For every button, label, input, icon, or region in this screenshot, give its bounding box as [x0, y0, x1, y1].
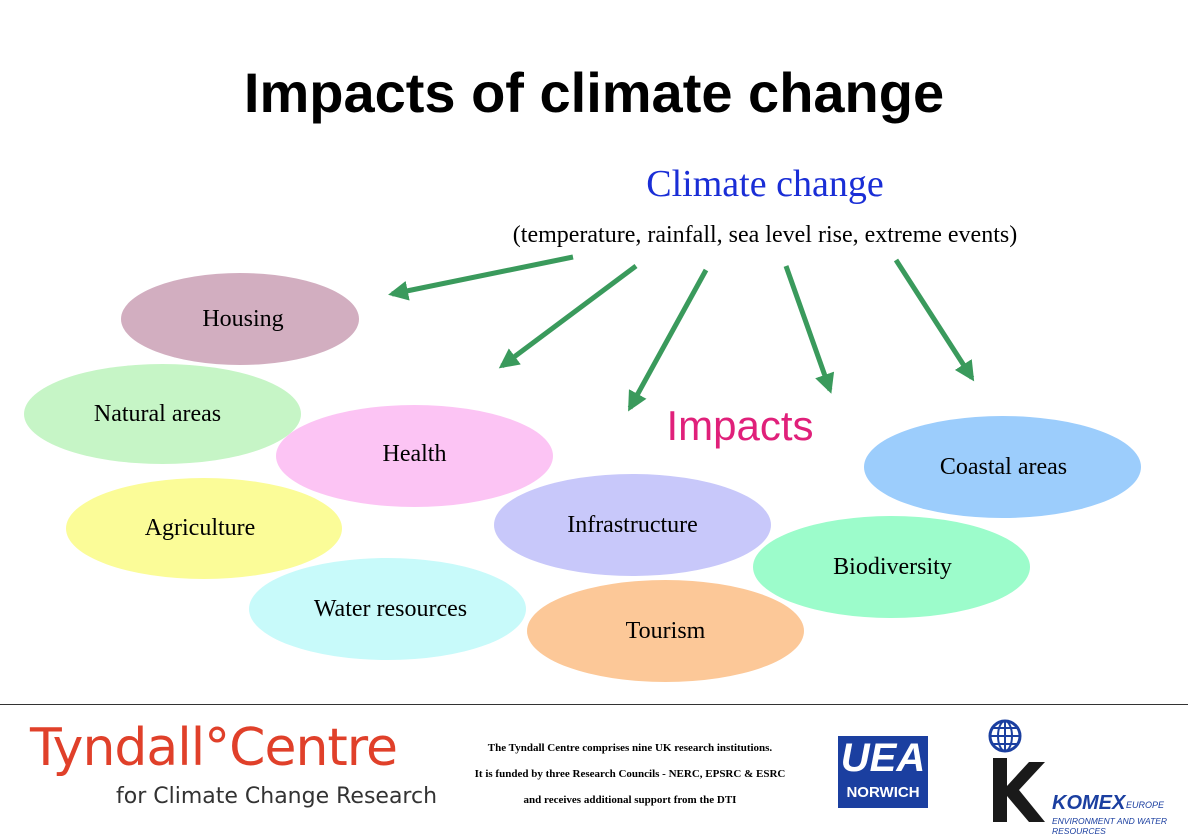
tyndall-centre-logo-subtitle: for Climate Change Research	[116, 784, 438, 809]
komex-logo-tagline: ENVIRONMENT AND WATER RESOURCES	[1052, 816, 1168, 836]
arrow-to-biodiversity	[783, 265, 835, 394]
arrow-to-health	[498, 263, 638, 369]
impacts-label: Impacts	[666, 402, 814, 449]
globe-icon	[988, 719, 1022, 753]
impact-label: Housing	[202, 305, 284, 332]
uea-logo-norwich: NORWICH	[846, 784, 920, 801]
impact-health: Health	[276, 405, 553, 507]
impact-infrastructure: Infrastructure	[494, 474, 771, 576]
komex-logo-mark	[988, 719, 1045, 822]
impact-natural-areas: Natural areas	[24, 364, 301, 464]
impact-housing: Housing	[121, 273, 359, 365]
footer-note-line-1: The Tyndall Centre comprises nine UK res…	[487, 742, 773, 754]
komex-logo-name: KOMEX	[1052, 792, 1126, 814]
komex-logo-region: EUROPE	[1126, 800, 1165, 810]
impact-label: Health	[382, 440, 447, 467]
arrow-to-coastal-areas	[893, 258, 975, 382]
footer-note-line-2: It is funded by three Research Councils …	[474, 768, 786, 780]
impact-label: Water resources	[313, 595, 468, 622]
uea-logo	[838, 736, 928, 808]
tyndall-centre-logo: Tyndall°Centre	[30, 718, 398, 778]
uea-logo-text: UEA	[840, 736, 926, 780]
slide-title: Impacts of climate change	[243, 61, 945, 124]
impact-label: Coastal areas	[939, 453, 1068, 480]
impact-label: Biodiversity	[833, 553, 952, 580]
arrows-layer	[388, 254, 975, 412]
arrow-to-impacts	[627, 268, 709, 412]
impact-coastal-areas: Coastal areas	[864, 416, 1141, 518]
climate-change-heading: Climate change	[646, 163, 884, 205]
arrow-to-housing	[388, 254, 574, 301]
impact-tourism: Tourism	[527, 580, 804, 682]
impact-water-resources: Water resources	[249, 558, 526, 660]
footer-divider	[0, 704, 1188, 705]
impact-label: Agriculture	[144, 515, 256, 541]
impact-label: Natural areas	[93, 400, 222, 427]
impact-biodiversity: Biodiversity	[753, 516, 1030, 618]
footer-note-line-3: and receives additional support from the…	[523, 794, 737, 806]
climate-change-factors: (temperature, rainfall, sea level rise, …	[512, 222, 1018, 248]
impact-label: Tourism	[625, 617, 706, 644]
impact-agriculture: Agriculture	[66, 478, 342, 579]
komex-k-shape	[993, 758, 1045, 822]
impact-label: Infrastructure	[567, 511, 698, 538]
